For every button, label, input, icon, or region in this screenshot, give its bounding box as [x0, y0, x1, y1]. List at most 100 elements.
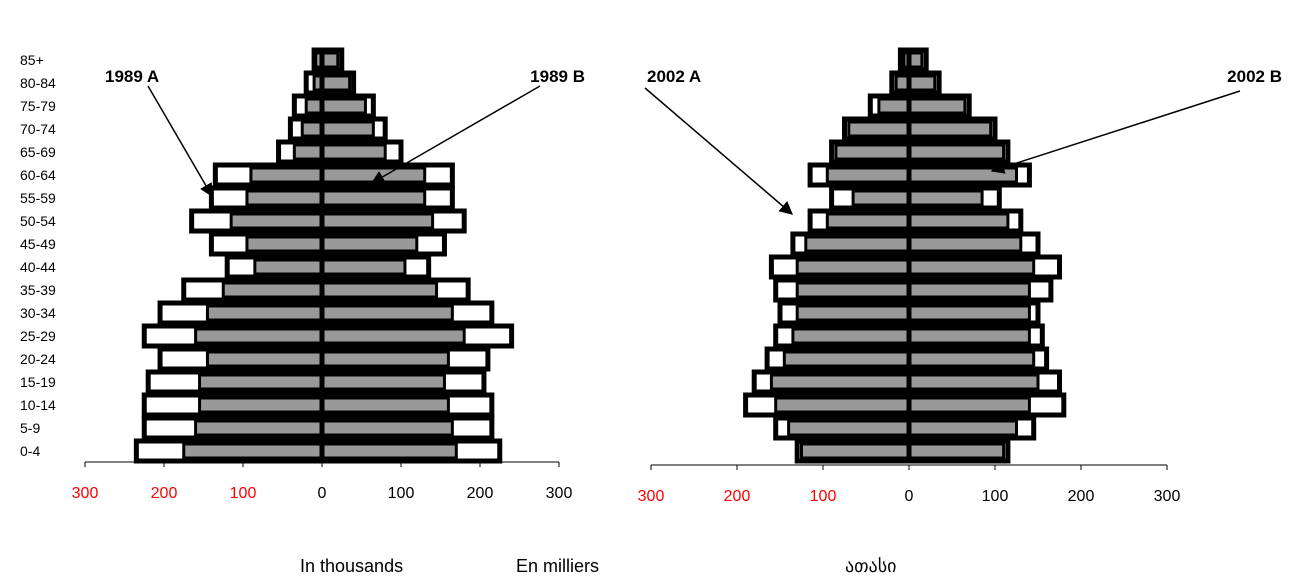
panel1-x-tick-label: 300: [72, 485, 99, 502]
panel2-x-tick-label: 300: [1154, 488, 1181, 505]
panel2-filled-gray-right-bar-35-39: [907, 281, 1031, 299]
panel2-filled-gray-right-bar-25-29: [907, 327, 1031, 345]
panel1-filled-gray-left-bar-10-14: [198, 396, 324, 414]
panel1-filled-gray-left-bar-30-34: [205, 304, 324, 322]
annotation-2002-b: 2002 B: [1227, 67, 1282, 86]
panel2-filled-gray-left-bar-25-29: [791, 327, 911, 345]
panel1-filled-gray-right-bar-45-49: [320, 235, 419, 253]
annotation-arrow-1989-a: [147, 85, 213, 198]
panel2-filled-gray-left-bar-40-44: [795, 258, 911, 276]
panel1-x-tick-label: 100: [388, 485, 415, 502]
panel1-filled-gray-right-bar-30-34: [320, 304, 454, 322]
panel2-filled-gray-left-bar-65-69: [834, 143, 911, 161]
age-group-label-30-34: 30-34: [20, 305, 56, 321]
panel2-filled-gray-right-bar-70-74: [907, 120, 993, 138]
panel1-filled-gray-right-bar-5-9: [320, 419, 454, 437]
age-group-label-35-39: 35-39: [20, 282, 56, 298]
panel1-filled-gray-right-bar-65-69: [320, 143, 387, 161]
unit-label-french: En milliers: [516, 556, 600, 576]
age-group-label-15-19: 15-19: [20, 374, 56, 390]
panel1-filled-gray-right-bar-70-74: [320, 120, 375, 138]
age-group-label-85+: 85+: [20, 52, 44, 68]
panel2-x-tick-label: 100: [982, 488, 1009, 505]
panel1-filled-gray-left-bar-55-59: [245, 189, 324, 207]
panel1-filled-gray-left-bar-50-54: [229, 212, 324, 230]
panel2-filled-gray-right-bar-60-64: [907, 166, 1018, 184]
panel2-filled-gray-right-bar-55-59: [907, 189, 984, 207]
panel2-filled-gray-left-bar-15-19: [769, 373, 911, 391]
age-group-label-10-14: 10-14: [20, 397, 56, 413]
panel1-filled-gray-left-bar-25-29: [194, 327, 324, 345]
age-group-label-0-4: 0-4: [20, 443, 40, 459]
annotation-2002-a: 2002 A: [647, 67, 701, 86]
panel2-filled-gray-left-bar-30-34: [795, 304, 911, 322]
age-group-label-20-24: 20-24: [20, 351, 56, 367]
age-group-label-75-79: 75-79: [20, 98, 56, 114]
panel1-filled-gray-left-bar-70-74: [300, 120, 324, 138]
panel2-filled-gray-right-bar-15-19: [907, 373, 1040, 391]
age-group-label-80-84: 80-84: [20, 75, 56, 91]
panel2-filled-gray-left-bar-55-59: [851, 189, 911, 207]
panel2-filled-gray-left-bar-50-54: [825, 212, 911, 230]
panel1-x-tick-label: 300: [546, 485, 573, 502]
panel2-filled-gray-right-bar-50-54: [907, 212, 1010, 230]
age-group-label-50-54: 50-54: [20, 213, 56, 229]
panel2-filled-gray-right-bar-30-34: [907, 304, 1031, 322]
panel1-filled-gray-right-bar-0-4: [320, 442, 458, 460]
panel1-filled-gray-right-bar-25-29: [320, 327, 466, 345]
panel2-filled-gray-left-bar-35-39: [795, 281, 911, 299]
panel2-filled-gray-right-bar-0-4: [907, 442, 1006, 460]
unit-label-english: In thousands: [300, 556, 404, 576]
panel1-filled-gray-right-bar-20-24: [320, 350, 450, 368]
panel2-filled-gray-left-bar-75-79: [877, 97, 911, 115]
panel2-filled-gray-right-bar-75-79: [907, 97, 967, 115]
age-group-label-45-49: 45-49: [20, 236, 56, 252]
panel2-x-tick-label: 100: [810, 488, 837, 505]
age-group-label-60-64: 60-64: [20, 167, 56, 183]
panel1-x-tick-label: 200: [151, 485, 178, 502]
annotation-arrow-1989-b: [370, 85, 541, 184]
panel2-x-tick-label: 300: [638, 488, 665, 505]
panel1-filled-gray-left-bar-5-9: [194, 419, 324, 437]
panel2-filled-gray-right-bar-65-69: [907, 143, 1006, 161]
annotation-1989-b: 1989 B: [530, 67, 585, 86]
age-group-label-65-69: 65-69: [20, 144, 56, 160]
panel1-filled-gray-left-bar-65-69: [292, 143, 324, 161]
panel1-x-tick-label: 200: [467, 485, 494, 502]
panel1-filled-gray-right-bar-60-64: [320, 166, 427, 184]
panel2-filled-gray-left-bar-45-49: [804, 235, 911, 253]
panel1-x-tick-label: 0: [318, 485, 327, 502]
panel1-x-tick-label: 100: [230, 485, 257, 502]
panel1-filled-gray-right-bar-35-39: [320, 281, 439, 299]
age-group-label-70-74: 70-74: [20, 121, 56, 137]
age-group-label-55-59: 55-59: [20, 190, 56, 206]
panel1-filled-gray-left-bar-60-64: [249, 166, 324, 184]
panel1-filled-gray-right-bar-50-54: [320, 212, 435, 230]
panel1-filled-gray-right-bar-80-84: [320, 74, 352, 92]
panel2-x-tick-label: 200: [1068, 488, 1095, 505]
panel2-x-tick-label: 0: [905, 488, 914, 505]
panel2-x-tick-label: 200: [724, 488, 751, 505]
panel1-filled-gray-right-bar-10-14: [320, 396, 450, 414]
panel2-filled-gray-left-bar-60-64: [825, 166, 911, 184]
panel2-filled-gray-right-bar-5-9: [907, 419, 1018, 437]
panel2-filled-gray-left-bar-70-74: [847, 120, 911, 138]
panel2-filled-gray-left-bar-20-24: [782, 350, 911, 368]
panel1-filled-gray-right-bar-75-79: [320, 97, 367, 115]
panel1-filled-gray-left-bar-0-4: [182, 442, 324, 460]
panel2-filled-gray-right-bar-40-44: [907, 258, 1036, 276]
annotation-arrow-2002-b: [990, 90, 1241, 174]
panel1-filled-gray-right-bar-15-19: [320, 373, 446, 391]
panel2-filled-gray-left-bar-5-9: [787, 419, 911, 437]
panel2-filled-gray-right-bar-20-24: [907, 350, 1036, 368]
age-group-label-40-44: 40-44: [20, 259, 56, 275]
age-group-label-5-9: 5-9: [20, 420, 40, 436]
panel2-filled-gray-left-bar-0-4: [800, 442, 911, 460]
annotation-arrow-2002-a: [644, 87, 794, 215]
panel2-filled-gray-left-bar-10-14: [774, 396, 911, 414]
panel1-filled-gray-left-bar-45-49: [245, 235, 324, 253]
panel2-filled-gray-right-bar-10-14: [907, 396, 1031, 414]
panel1-filled-gray-left-bar-35-39: [221, 281, 324, 299]
age-group-label-25-29: 25-29: [20, 328, 56, 344]
